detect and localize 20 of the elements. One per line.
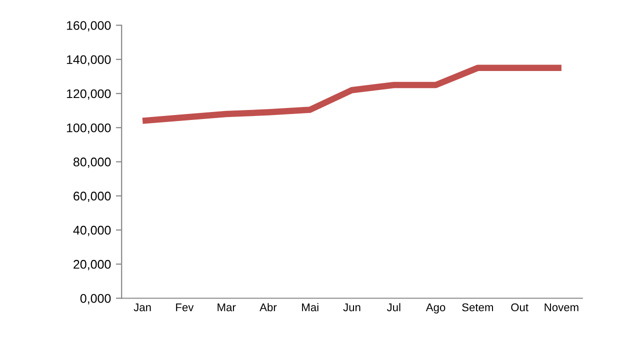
x-tick-label: Novem [544, 304, 578, 312]
x-tick-label: Jun [343, 304, 360, 312]
x-tick-label: Mar [218, 304, 236, 312]
x-tick-label: Mai [302, 303, 318, 312]
y-tick-label: 40,000 [73, 226, 111, 236]
y-tick-label: 100,000 [66, 123, 111, 134]
y-tick-label: 160,000 [66, 21, 111, 32]
x-tick-label: Ago [426, 304, 446, 314]
x-tick-label: Jan [134, 304, 151, 312]
y-tick-label: 80,000 [74, 158, 111, 168]
y-tick-label: 0,000 [80, 294, 111, 304]
x-tick-label: Fev [176, 304, 194, 312]
x-tick-label: Jul [386, 303, 400, 312]
y-tick-label: 60,000 [74, 192, 111, 202]
x-tick-label: Out [511, 303, 528, 312]
x-tick-label: Abr [260, 303, 277, 312]
y-tick-label: 140,000 [66, 55, 111, 66]
y-tick-label: 20,000 [74, 260, 111, 270]
y-tick-label: 120,000 [66, 89, 111, 100]
x-tick-label: Setem [462, 303, 493, 312]
